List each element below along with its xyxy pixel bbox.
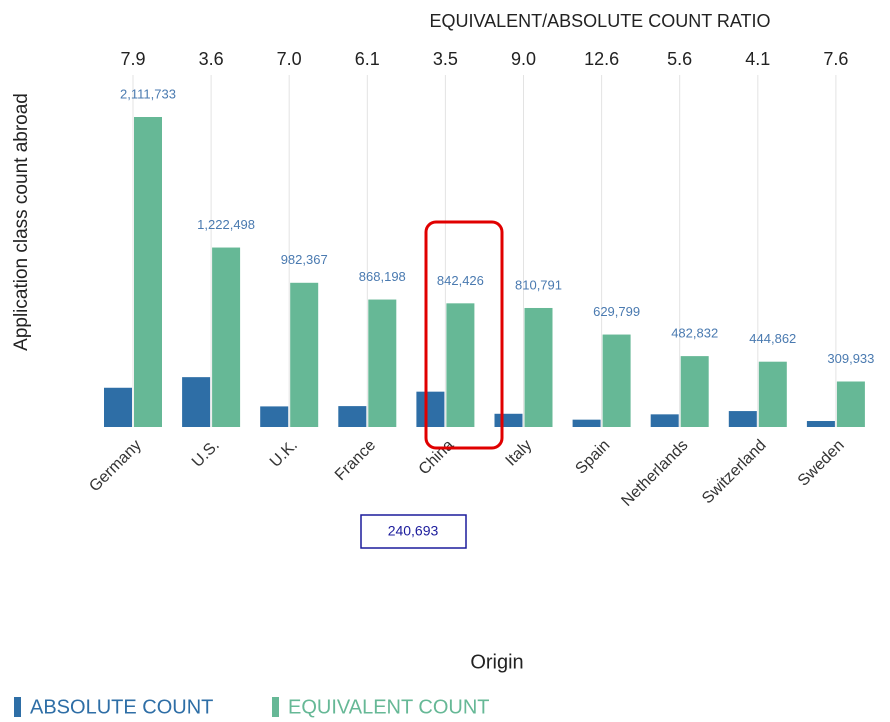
x-tick-label: Sweden <box>795 437 848 490</box>
bar <box>494 413 523 427</box>
legend-label: EQUIVALENT COUNT <box>288 696 490 718</box>
x-tick-label: France <box>332 437 379 484</box>
value-label: 482,832 <box>671 326 718 341</box>
annotation-box <box>360 514 467 549</box>
ratio-label: 7.0 <box>277 49 302 69</box>
x-tick-label: Netherlands <box>618 437 691 510</box>
bar <box>368 299 397 427</box>
legend-label: ABSOLUTE COUNT <box>30 696 213 718</box>
ratio-label: 6.1 <box>355 49 380 69</box>
x-tick-label: U.S. <box>189 437 223 471</box>
bar <box>836 381 865 427</box>
bar <box>260 406 289 427</box>
ratio-label: 7.9 <box>120 49 145 69</box>
ratio-label: 4.1 <box>745 49 770 69</box>
bar <box>416 391 445 427</box>
highlight-box <box>424 220 504 450</box>
value-label: 444,862 <box>749 331 796 346</box>
bar <box>680 356 709 427</box>
x-axis-label: Origin <box>470 651 523 673</box>
y-axis-label: Application class count abroad <box>11 93 32 351</box>
ratio-label: 7.6 <box>823 49 848 69</box>
value-label: 982,367 <box>281 252 328 267</box>
bar <box>806 421 835 427</box>
ratio-label: 12.6 <box>584 49 619 69</box>
x-tick-label: Switzerland <box>699 437 770 508</box>
x-tick-label: Italy <box>503 437 536 470</box>
bar <box>446 303 475 427</box>
x-tick-label: Spain <box>572 437 613 478</box>
ratio-title: EQUIVALENT/ABSOLUTE COUNT RATIO <box>429 11 770 31</box>
annotation: 240,693 <box>388 523 439 539</box>
value-label: 629,799 <box>593 304 640 319</box>
bar <box>602 334 631 427</box>
value-label: 2,111,733 <box>120 86 176 101</box>
bar <box>758 361 787 427</box>
x-tick-label: Germany <box>86 437 145 496</box>
bar <box>182 377 211 427</box>
bar <box>650 414 679 427</box>
legend-swatch <box>272 697 279 717</box>
value-label: 842,426 <box>437 273 484 288</box>
ratio-label: 5.6 <box>667 49 692 69</box>
bar <box>212 247 241 427</box>
ratio-label: 3.6 <box>199 49 224 69</box>
bar <box>572 419 601 427</box>
bar <box>104 387 132 427</box>
value-label: 810,791 <box>515 277 562 292</box>
bar <box>290 282 319 427</box>
value-label: 868,198 <box>359 269 406 284</box>
x-tick-label: U.K. <box>267 437 301 471</box>
value-label: 309,933 <box>827 351 874 366</box>
bar <box>524 307 553 427</box>
ratio-label: 9.0 <box>511 49 536 69</box>
bar <box>728 411 757 427</box>
bar <box>338 406 367 427</box>
bar <box>134 117 162 427</box>
ratio-label: 3.5 <box>433 49 458 69</box>
x-tick-label: China <box>416 437 458 479</box>
legend-swatch <box>14 697 21 717</box>
value-label: 1,222,498 <box>197 217 255 232</box>
